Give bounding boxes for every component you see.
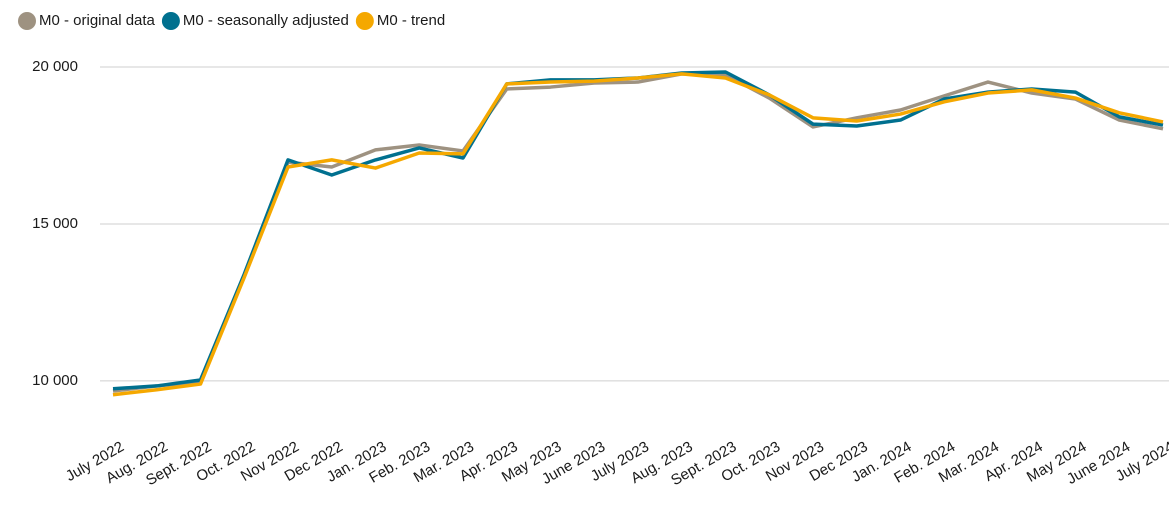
legend-marker — [18, 12, 36, 30]
legend-label: M0 - seasonally adjusted — [183, 12, 349, 29]
series-line — [112, 72, 1164, 393]
legend-label: M0 - original data — [39, 12, 156, 29]
y-tick-label: 20 000 — [32, 58, 78, 75]
y-tick-label: 10 000 — [32, 372, 78, 389]
series-line — [112, 70, 1164, 391]
y-tick-label: 15 000 — [32, 215, 78, 232]
series-line — [112, 72, 1164, 397]
legend-marker — [355, 12, 374, 30]
legend-marker — [161, 12, 180, 30]
legend-label: M0 - trend — [377, 12, 445, 29]
